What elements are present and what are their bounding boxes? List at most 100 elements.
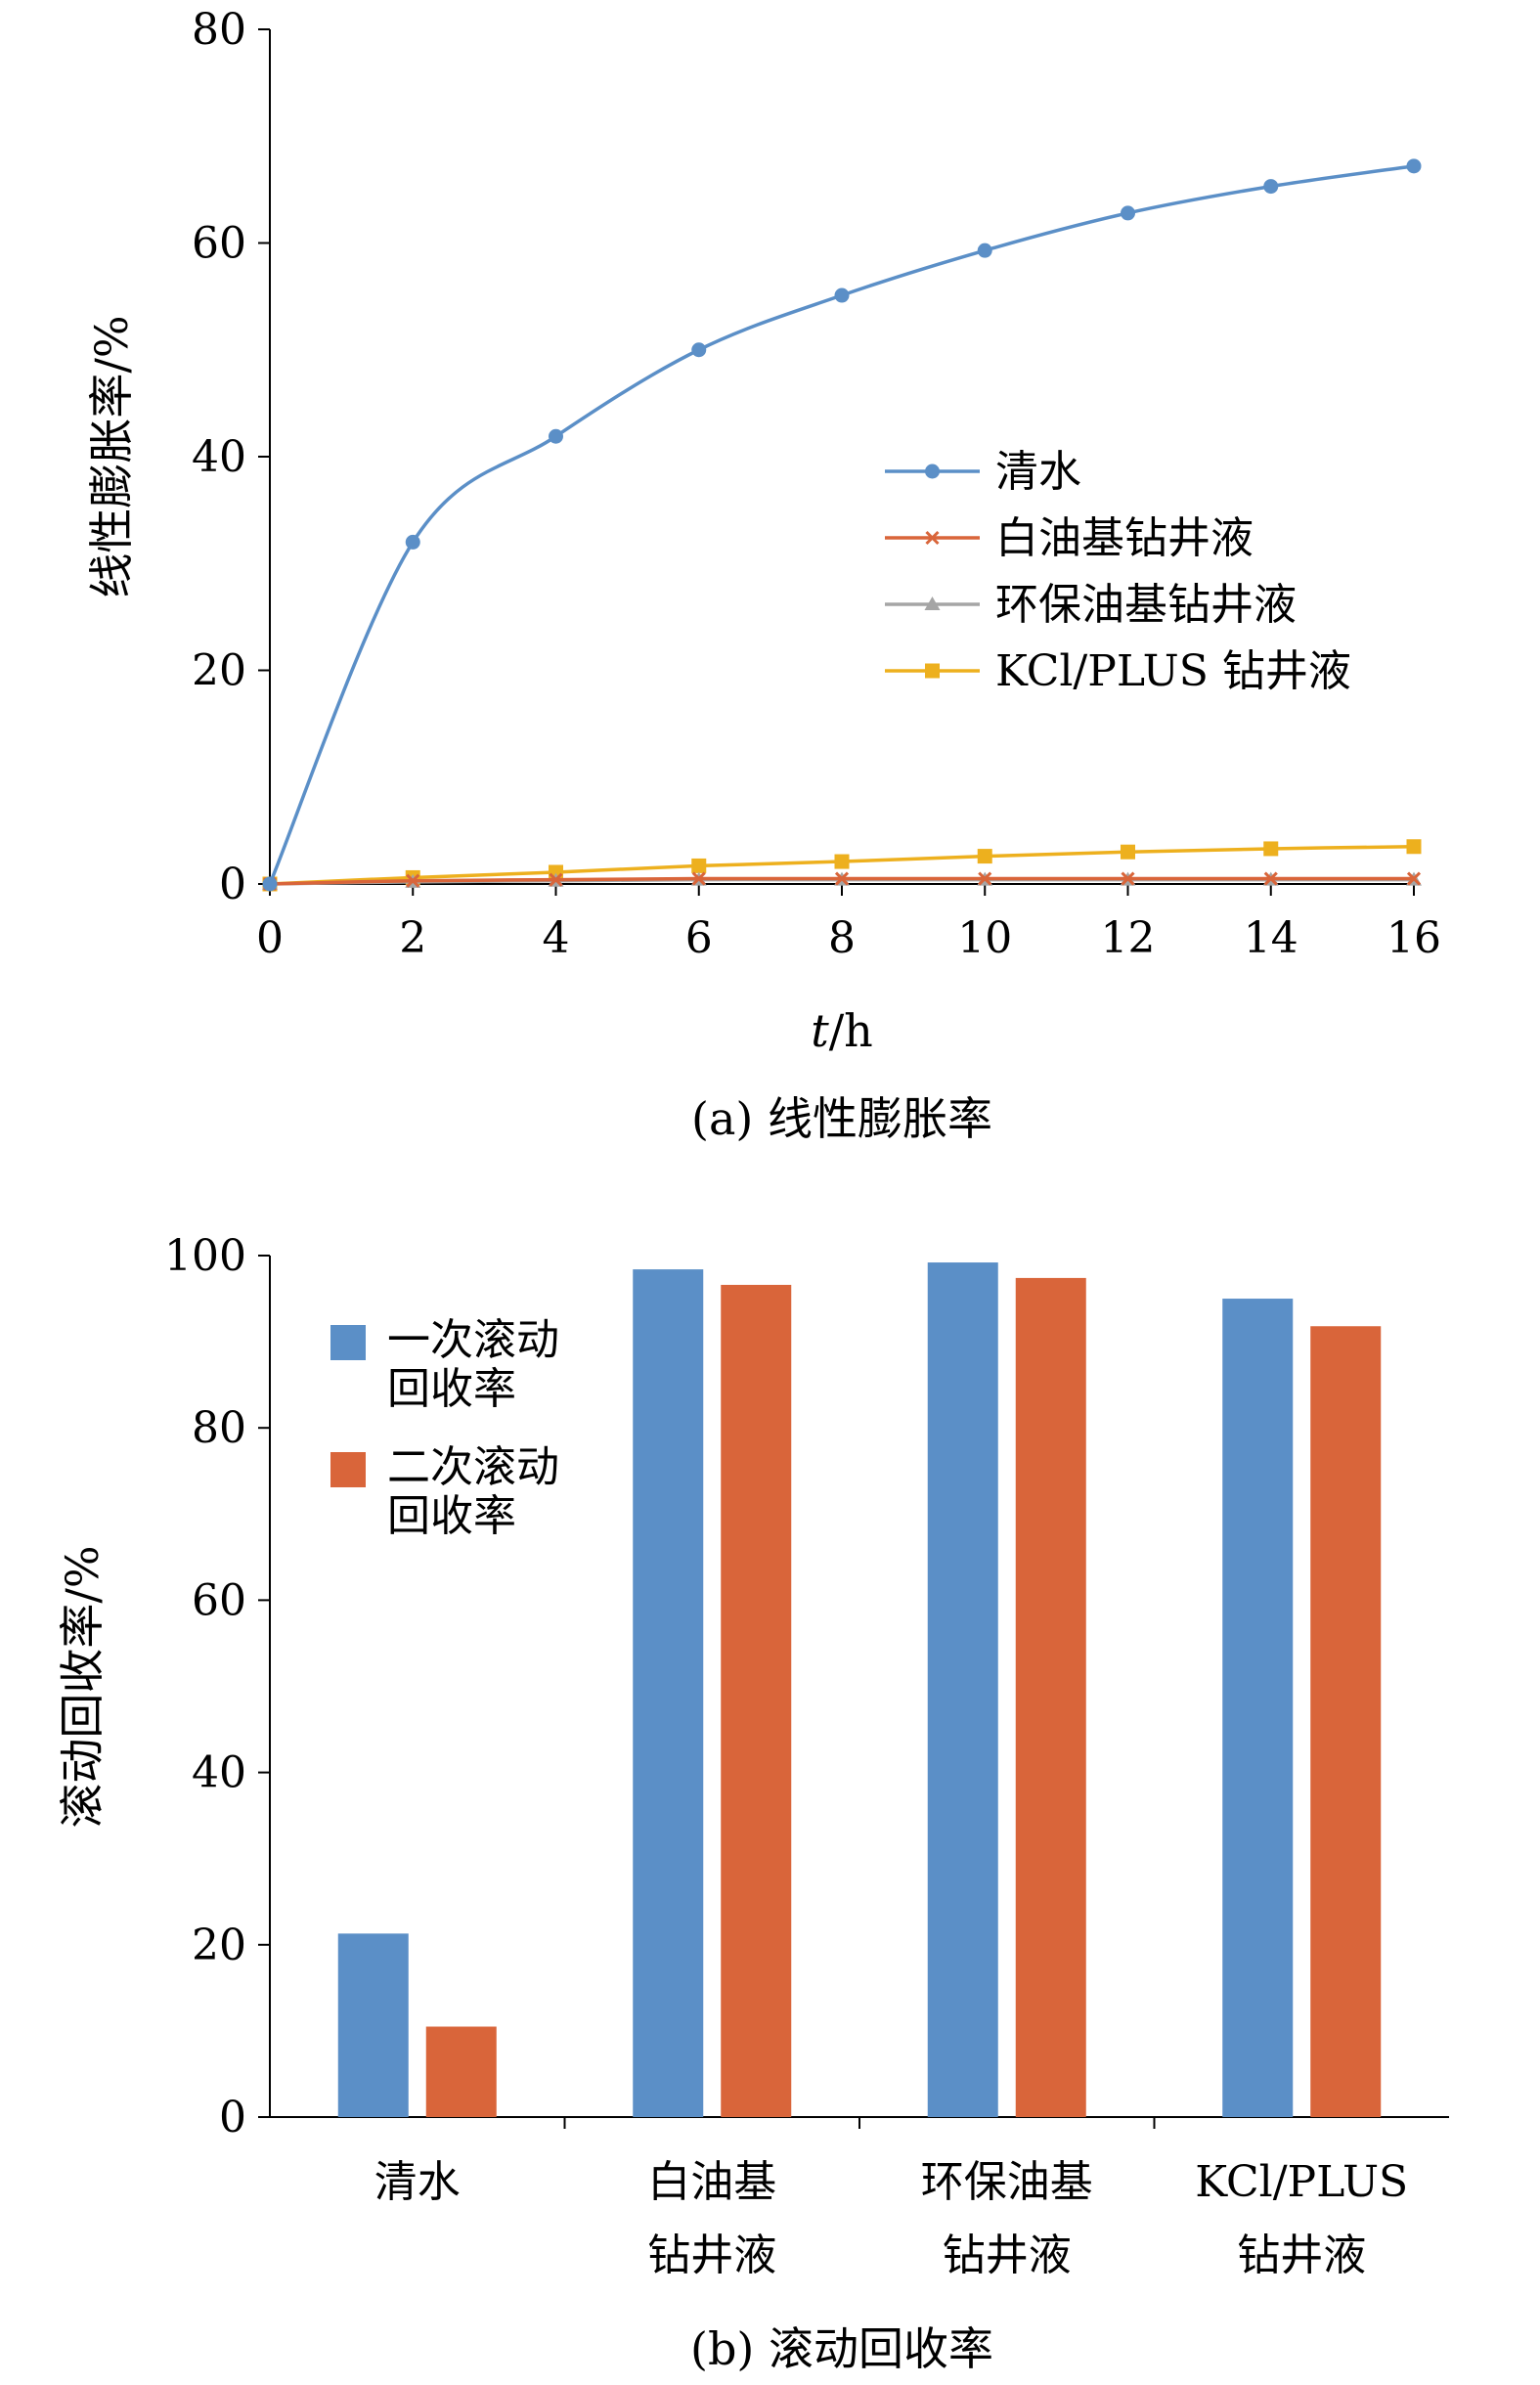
legend-swatch [330,1452,366,1487]
legend-marker [925,530,940,546]
data-point [691,342,707,358]
legend-label-line: 二次滚动 [387,1442,559,1492]
x-tick-label-line: 环保油基 [921,2157,1093,2207]
legend-marker [925,464,940,479]
legend-item: 白油基钻井液 [885,513,1254,563]
data-point [1263,179,1279,195]
x-marker-stroke [549,872,563,887]
data-point [1263,841,1279,857]
bar [337,1933,409,2117]
legend-marker [924,596,941,610]
data-point [262,876,278,892]
data-point [1121,205,1135,221]
x-tick-label: 4 [543,913,570,963]
data-point [977,243,992,258]
bar [425,2026,497,2117]
x-tick-label: 10 [957,913,1012,963]
legend-label: 一次滚动回收率 [387,1315,559,1414]
x-tick-label: 12 [1101,913,1156,963]
x-marker-stroke [925,530,940,546]
legend-swatch [330,1325,366,1360]
legend-label: 清水 [995,447,1081,497]
x-tick-label-line: 钻井液 [647,2230,776,2280]
data-point [1263,871,1278,886]
y-tick-label: 20 [192,1921,246,1970]
chart-caption: (b) 滚动回收率 [690,2322,993,2375]
chart-caption: (a) 线性膨胀率 [691,1092,992,1145]
x-marker-stroke [1406,871,1422,886]
legend-item: KCl/PLUS 钻井液 [885,646,1351,696]
data-point [691,858,707,873]
y-tick-label: 40 [192,432,246,482]
data-point [1406,839,1422,855]
y-tick-label: 80 [192,1403,246,1453]
data-point [834,871,850,886]
legend-item: 二次滚动回收率 [330,1442,559,1541]
legend-item: 清水 [885,447,1081,497]
data-point [691,871,706,886]
x-tick-label: 环保油基钻井液 [921,2157,1093,2280]
line-chart: 线性膨胀率/% t/h (a) 线性膨胀率 0 20 40 60 80 0 2 4 6 8 10 12… [85,5,1441,1145]
x-marker-stroke [691,871,706,886]
y-tick-label: 60 [192,1575,246,1625]
data-point [978,871,992,886]
x-tick-label-line: 钻井液 [943,2230,1072,2280]
data-point [1406,871,1422,886]
data-point [834,287,850,303]
bar [633,1269,704,2117]
y-axis-label: 线性膨胀率/% [85,315,138,597]
x-tick-label: 14 [1244,913,1298,963]
x-axis-label-variable: t [811,1004,829,1057]
y-axis-label: 滚动回收率/% [56,1545,109,1828]
y-tick-label: 80 [192,5,246,55]
legend-label: 二次滚动回收率 [387,1442,559,1541]
y-tick-label: 60 [192,219,246,269]
legend-label: 白油基钻井液 [995,513,1254,563]
bar [1222,1299,1294,2117]
x-tick-label: 16 [1386,913,1441,963]
bar [927,1262,998,2117]
legend-marker [925,663,940,679]
data-point [549,872,563,887]
x-marker-stroke [1263,871,1278,886]
legend-label: 环保油基钻井液 [995,580,1297,630]
y-tick-label: 0 [219,2093,246,2142]
data-point [549,428,563,444]
data-point [1121,844,1135,860]
data-point [834,854,850,869]
legend-item: 一次滚动回收率 [330,1315,559,1414]
x-marker-stroke [978,871,992,886]
x-tick-label-line: 钻井液 [1237,2230,1366,2280]
legend-label-line: 回收率 [387,1491,516,1541]
legend-item: 环保油基钻井液 [885,580,1297,630]
y-tick-label: 40 [192,1748,246,1798]
data-point [1121,871,1135,886]
x-marker-stroke [1121,871,1135,886]
data-point [406,873,420,888]
bar [1310,1326,1382,2117]
x-tick-label: 清水 [374,2157,461,2207]
bar [721,1284,792,2117]
x-tick-label: KCl/PLUS 钻井液 [1195,2157,1408,2280]
y-tick-label: 100 [164,1231,246,1281]
bar [1015,1277,1086,2117]
legend-label-line: 回收率 [387,1364,516,1414]
x-tick-label: 0 [256,913,284,963]
x-marker-stroke [834,871,850,886]
data-point [405,534,420,550]
x-tick-label: 6 [685,913,713,963]
series-circle [262,158,1422,892]
y-tick-label: 20 [192,646,246,696]
y-axis-label-group: 线性膨胀率/% [85,315,138,597]
legend-label-line: 一次滚动 [387,1315,559,1365]
y-tick-label: 0 [219,860,246,909]
legend-label: KCl/PLUS 钻井液 [995,646,1351,696]
x-tick-label-line: 白油基 [647,2157,776,2207]
data-point [977,849,992,864]
data-point [1406,158,1422,174]
x-axis-label-unit: /h [829,1004,873,1057]
